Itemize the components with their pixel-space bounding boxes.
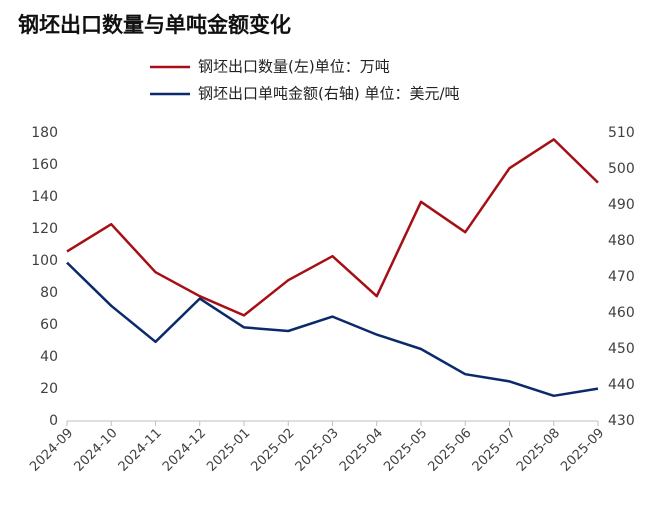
y2-tick-label: 480 (608, 233, 635, 249)
x-tick-label: 2024-09 (27, 426, 76, 475)
x-tick-label: 2025-01 (204, 426, 253, 475)
legend-label: 钢坯出口数量(左)单位：万吨 (198, 58, 390, 76)
x-tick-label: 2025-05 (381, 426, 430, 475)
y-tick-label: 80 (40, 285, 58, 301)
y-tick-label: 120 (31, 221, 58, 237)
y2-tick-label: 430 (608, 413, 635, 429)
x-tick-label: 2025-03 (293, 426, 342, 475)
series-line (66, 261, 599, 398)
y-tick-label: 60 (40, 317, 58, 333)
x-tick-label: 2025-08 (514, 426, 563, 475)
y2-tick-label: 490 (608, 197, 635, 213)
y2-tick-label: 500 (608, 161, 635, 177)
x-tick-label: 2025-09 (558, 426, 607, 475)
x-tick-label: 2024-12 (160, 426, 209, 475)
x-tick-label: 2024-11 (116, 426, 165, 475)
y2-tick-label: 450 (608, 341, 635, 357)
chart-title: 钢坯出口数量与单吨金额变化 (18, 13, 291, 37)
x-tick-label: 2025-06 (426, 426, 475, 475)
y2-tick-label: 470 (608, 269, 635, 285)
series-line (66, 138, 599, 317)
x-tick-label: 2024-10 (72, 426, 121, 475)
y-tick-label: 40 (40, 349, 58, 365)
x-tick-label: 2025-04 (337, 426, 386, 475)
x-tick-label: 2025-07 (470, 426, 519, 475)
y-tick-label: 0 (49, 413, 58, 429)
x-tick-label: 2025-02 (249, 426, 298, 475)
y2-tick-label: 440 (608, 377, 635, 393)
y-tick-label: 100 (31, 253, 58, 269)
legend-label: 钢坯出口单吨金额(右轴) 单位：美元/吨 (198, 85, 460, 103)
y2-tick-label: 510 (608, 125, 635, 141)
y2-tick-label: 460 (608, 305, 635, 321)
y-tick-label: 160 (31, 157, 58, 173)
y-tick-label: 20 (40, 381, 58, 397)
y-tick-label: 180 (31, 125, 58, 141)
y-tick-label: 140 (31, 189, 58, 205)
